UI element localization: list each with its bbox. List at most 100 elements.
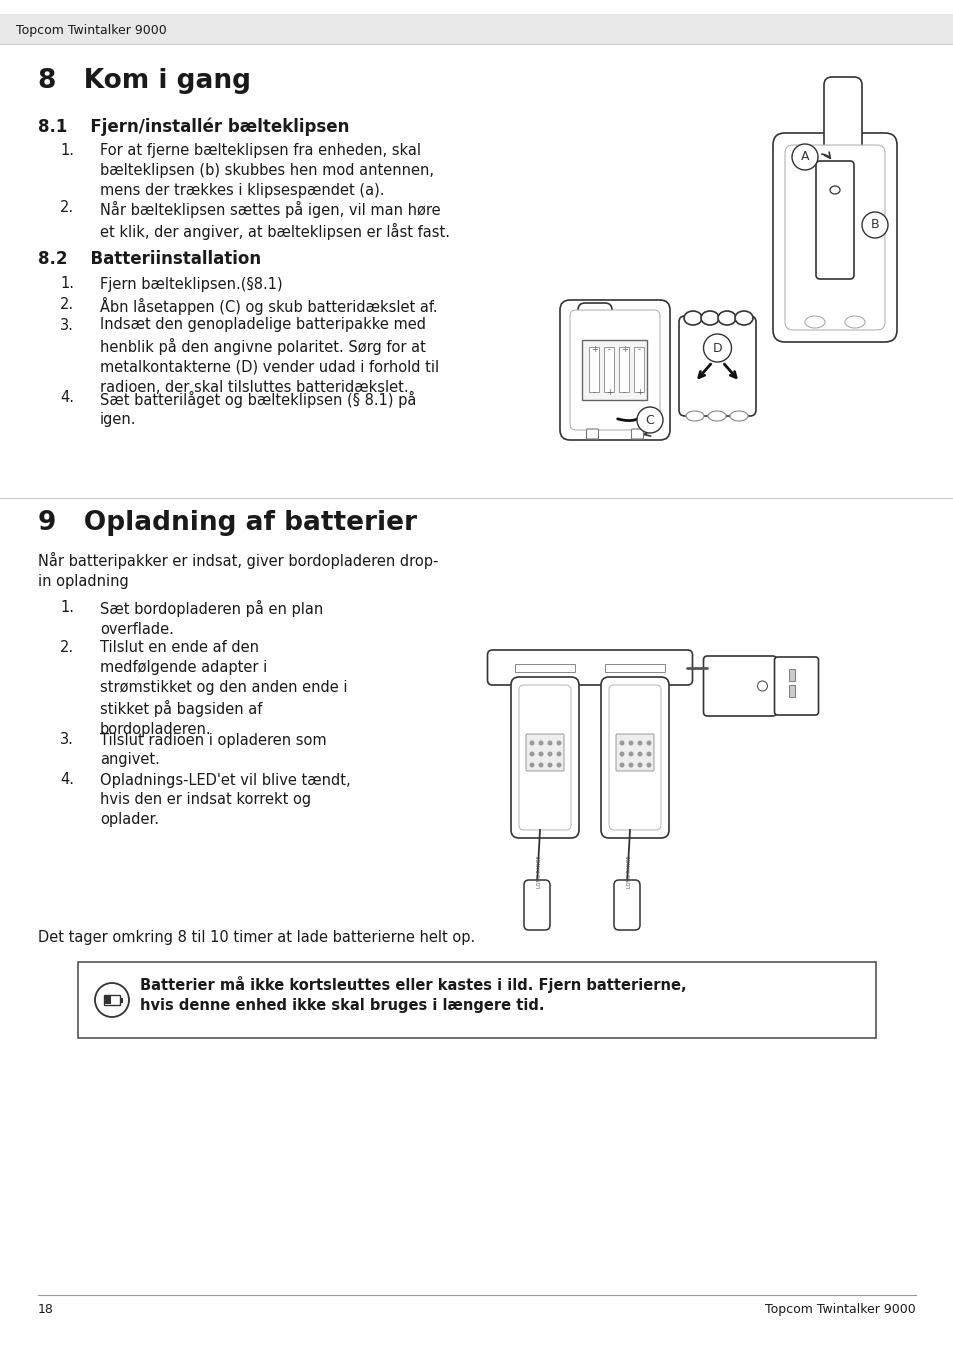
Ellipse shape [700,311,719,326]
Circle shape [95,984,129,1017]
Text: 8.1    Fjern/installér bælteklipsen: 8.1 Fjern/installér bælteklipsen [38,118,349,136]
Circle shape [618,751,624,757]
Bar [589,347,598,392]
Circle shape [529,751,534,757]
Circle shape [618,762,624,767]
Ellipse shape [683,311,701,326]
Bar [789,685,795,697]
Text: Tilslut en ende af den
medfølgende adapter i
strømstikket og den anden ende i
st: Tilslut en ende af den medfølgende adapt… [100,640,347,738]
Circle shape [547,740,552,746]
Text: Topcom Twintalker 9000: Topcom Twintalker 9000 [16,24,167,36]
FancyBboxPatch shape [559,300,669,440]
Text: Indsæt den genopladelige batteripakke med
henblik på den angivne polaritet. Sørg: Indsæt den genopladelige batteripakke me… [100,317,438,394]
FancyBboxPatch shape [104,994,120,1005]
FancyBboxPatch shape [631,430,643,439]
Text: For at fjerne bælteklipsen fra enheden, skal
bælteklipsen (b) skubbes hen mod an: For at fjerne bælteklipsen fra enheden, … [100,143,434,197]
Circle shape [862,212,887,238]
FancyBboxPatch shape [815,161,853,280]
Ellipse shape [804,316,824,328]
FancyBboxPatch shape [614,880,639,929]
Circle shape [637,762,641,767]
Circle shape [628,740,633,746]
Ellipse shape [829,186,840,195]
FancyBboxPatch shape [523,880,550,929]
Text: Tilslut radioen i opladeren som
angivet.: Tilslut radioen i opladeren som angivet. [100,732,326,767]
Text: +: + [605,388,612,397]
Circle shape [702,334,731,362]
Circle shape [547,762,552,767]
Text: 3.: 3. [60,317,73,332]
Text: Når batteripakker er indsat, giver bordopladeren drop-
in opladning: Når batteripakker er indsat, giver bordo… [38,553,438,589]
Circle shape [537,740,543,746]
FancyBboxPatch shape [608,685,660,830]
Ellipse shape [729,411,747,422]
Circle shape [618,740,624,746]
Bar [0,14,953,45]
Text: B: B [870,219,879,231]
Text: A: A [800,150,808,163]
Ellipse shape [685,411,703,422]
Circle shape [628,762,633,767]
Ellipse shape [707,411,725,422]
Ellipse shape [734,311,752,326]
Text: -: - [622,388,625,397]
Bar [78,962,875,1038]
FancyBboxPatch shape [616,734,654,771]
Text: Når bælteklipsen sættes på igen, vil man høre
et klik, der angiver, at bælteklip: Når bælteklipsen sættes på igen, vil man… [100,200,450,240]
Text: +: + [591,345,598,354]
Text: 8   Kom i gang: 8 Kom i gang [38,68,251,95]
Bar [604,347,614,392]
FancyBboxPatch shape [511,677,578,838]
FancyBboxPatch shape [600,677,668,838]
Circle shape [537,762,543,767]
Text: Opladnings-LED'et vil blive tændt,
hvis den er indsat korrekt og
oplader.: Opladnings-LED'et vil blive tændt, hvis … [100,773,351,827]
Circle shape [646,751,651,757]
Text: 1.: 1. [60,277,74,292]
Circle shape [646,762,651,767]
FancyBboxPatch shape [518,685,571,830]
FancyBboxPatch shape [525,734,563,771]
Circle shape [529,762,534,767]
Text: 2.: 2. [60,640,74,655]
Text: 4.: 4. [60,773,74,788]
Text: C: C [645,413,654,427]
Bar [582,340,647,400]
FancyBboxPatch shape [586,430,598,439]
Text: +: + [620,345,627,354]
FancyBboxPatch shape [774,657,818,715]
Circle shape [537,751,543,757]
Text: +: + [636,388,642,397]
Text: 9   Opladning af batterier: 9 Opladning af batterier [38,509,416,536]
Text: 18: 18 [38,1302,53,1316]
Bar [105,996,111,1004]
Text: LONG RANGE: LONG RANGE [627,855,632,888]
FancyBboxPatch shape [823,77,862,168]
FancyBboxPatch shape [569,309,659,430]
Text: 2.: 2. [60,200,74,216]
FancyBboxPatch shape [784,145,884,330]
FancyBboxPatch shape [679,316,755,416]
Text: -: - [607,345,610,354]
Circle shape [646,740,651,746]
Circle shape [556,751,561,757]
Text: Topcom Twintalker 9000: Topcom Twintalker 9000 [764,1302,915,1316]
Text: LONG RANGE: LONG RANGE [537,855,542,888]
Circle shape [547,751,552,757]
Bar [789,669,795,681]
FancyBboxPatch shape [604,663,664,671]
Bar [618,347,629,392]
Circle shape [556,740,561,746]
Text: Åbn låsetappen (C) og skub batteridækslet af.: Åbn låsetappen (C) og skub batteridæksle… [100,297,437,315]
Circle shape [637,740,641,746]
Circle shape [757,681,767,690]
Text: 8.2    Batteriinstallation: 8.2 Batteriinstallation [38,250,261,269]
Circle shape [637,751,641,757]
Bar [120,997,123,1002]
Text: -: - [593,388,596,397]
Text: Fjern bælteklipsen.(§8.1): Fjern bælteklipsen.(§8.1) [100,277,282,292]
FancyBboxPatch shape [772,132,896,342]
Text: D: D [712,342,721,354]
FancyBboxPatch shape [578,303,612,372]
Text: 1.: 1. [60,143,74,158]
FancyBboxPatch shape [702,657,776,716]
